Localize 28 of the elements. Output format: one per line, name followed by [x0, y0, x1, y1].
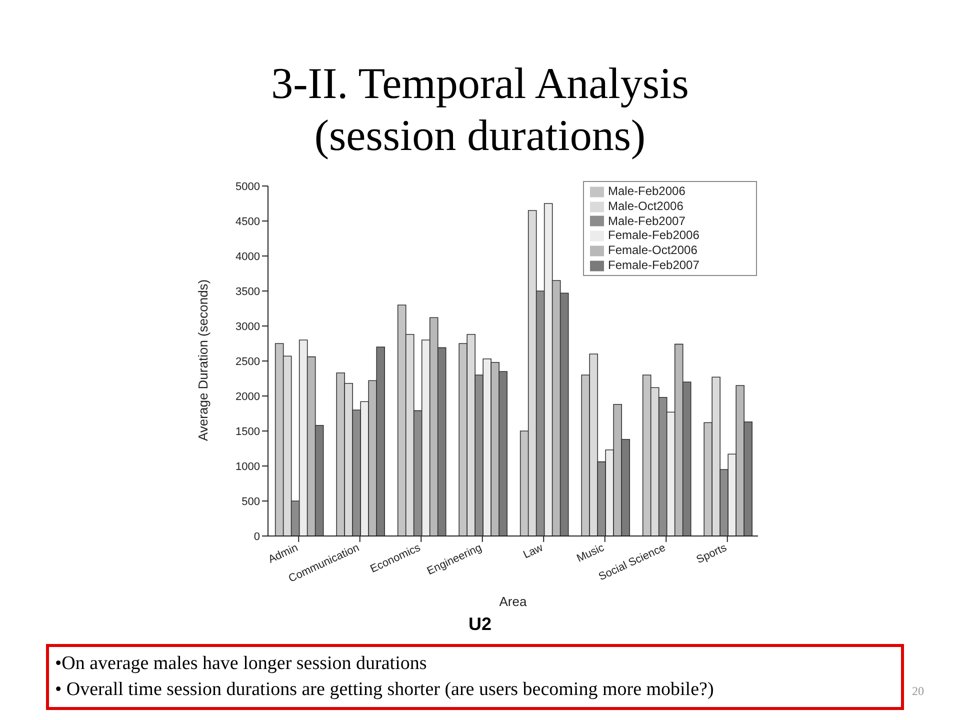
text: •On average males have longer session durations	[55, 652, 428, 676]
x-tick-label: Music	[575, 542, 607, 565]
legend-label: Male-Oct2006	[608, 198, 684, 213]
legend-label: Female-Feb2006	[608, 228, 700, 242]
y-tick-label: 2500	[236, 356, 260, 368]
chart-title: 3-II. Temporal Analysis	[270, 58, 690, 110]
legend-label: Female-Oct2006	[608, 243, 698, 258]
legend-label: Female-Feb2007	[608, 258, 700, 272]
y-tick-label: 1000	[236, 460, 260, 473]
y-tick-label: 2000	[236, 390, 260, 403]
y-tick-label: 4000	[236, 250, 260, 263]
y-tick-label: 4500	[236, 216, 260, 228]
y-tick-label: 3500	[236, 286, 260, 298]
y-tick-label: 3000	[236, 320, 260, 333]
x-axis-title: Area	[499, 594, 528, 609]
text: 20	[912, 684, 924, 699]
x-tick-label: Sports	[694, 542, 730, 566]
y-tick-label: 5000	[236, 180, 260, 193]
chart-subtitle: (session durations)	[313, 110, 647, 162]
legend-label: Male-Feb2007	[608, 214, 686, 228]
y-axis-title: Average Duration (seconds)	[196, 279, 211, 441]
text: • Overall time session durations are getting shorter (are users becoming more mobile?)	[55, 678, 715, 702]
text: U2	[467, 614, 492, 635]
legend-label: Male-Feb2006	[608, 184, 686, 198]
y-tick-label: 500	[242, 496, 260, 508]
y-tick-label: 1500	[236, 426, 260, 438]
x-tick-label: Law	[522, 542, 545, 562]
y-tick-label: 0	[254, 530, 260, 543]
